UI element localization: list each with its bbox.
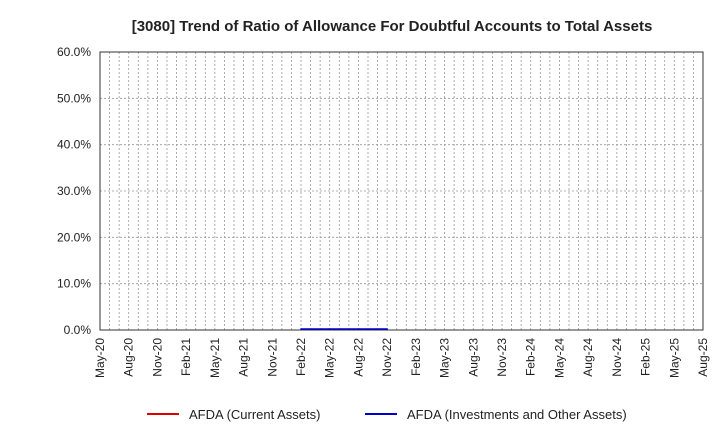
x-tick-label: May-21 — [208, 338, 222, 378]
series-point-1 — [386, 328, 388, 330]
legend-label-0: AFDA (Current Assets) — [189, 407, 320, 422]
y-tick-label: 20.0% — [57, 230, 91, 244]
x-tick-label: Aug-25 — [696, 338, 710, 377]
y-tick-label: 0.0% — [64, 323, 92, 337]
x-tick-label: Aug-20 — [122, 338, 136, 377]
x-tick-label: Aug-21 — [237, 338, 251, 377]
y-tick-label: 10.0% — [57, 277, 91, 291]
x-tick-label: Aug-23 — [466, 338, 480, 377]
x-tick-label: May-22 — [323, 338, 337, 378]
x-tick-label: May-25 — [667, 338, 681, 378]
x-tick-label: Nov-21 — [265, 338, 279, 377]
x-tick-label: Nov-20 — [150, 338, 164, 377]
y-tick-label: 30.0% — [57, 184, 91, 198]
y-axis: 0.0% 10.0% 20.0% 30.0% 40.0% 50.0% 60.0% — [57, 45, 91, 337]
series-point-1 — [328, 328, 331, 330]
x-tick-label: Feb-24 — [524, 338, 538, 376]
y-tick-label: 50.0% — [57, 91, 91, 105]
x-tick-label: Feb-25 — [639, 338, 653, 376]
plot-area — [99, 51, 704, 331]
x-tick-label: Nov-23 — [495, 338, 509, 377]
chart-title: [3080] Trend of Ratio of Allowance For D… — [132, 18, 653, 35]
x-axis: May-20 Aug-20 Nov-20 Feb-21 May-21 Aug-21 Nov-… — [93, 338, 710, 378]
x-tick-label: Feb-21 — [179, 338, 193, 376]
x-tick-label: May-24 — [552, 338, 566, 378]
x-tick-label: Aug-22 — [351, 338, 365, 377]
x-tick-label: May-20 — [93, 338, 107, 378]
series-point-1 — [300, 328, 302, 330]
x-tick-label: Nov-22 — [380, 338, 394, 377]
series-layer — [300, 328, 388, 330]
grid — [100, 52, 703, 330]
x-tick-label: Nov-24 — [610, 338, 624, 377]
x-tick-label: May-23 — [438, 338, 452, 378]
legend-label-1: AFDA (Investments and Other Assets) — [407, 407, 627, 422]
y-tick-label: 60.0% — [57, 45, 91, 59]
x-tick-label: Aug-24 — [581, 338, 595, 377]
x-tick-label: Feb-22 — [294, 338, 308, 376]
x-tick-label: Feb-23 — [409, 338, 423, 376]
legend: AFDA (Current Assets) AFDA (Investments a… — [147, 407, 627, 422]
y-tick-label: 40.0% — [57, 138, 91, 152]
series-point-1 — [357, 328, 360, 330]
